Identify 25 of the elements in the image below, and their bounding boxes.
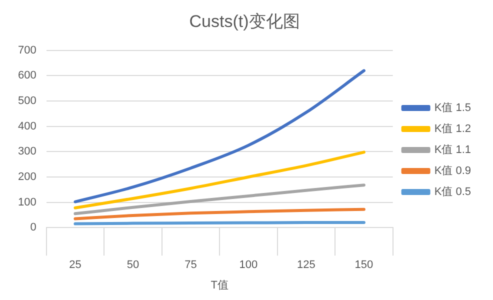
y-tick-label: 600	[18, 70, 36, 82]
legend-label: K值 1.5	[434, 102, 472, 114]
x-tick-label: 25	[69, 259, 82, 272]
y-tick-label: 700	[18, 44, 36, 56]
x-tick-label: 50	[126, 259, 140, 272]
legend-label: K值 0.5	[434, 186, 472, 198]
y-tick-label: 400	[18, 120, 36, 132]
y-tick-label: 200	[18, 171, 36, 184]
x-tick-label: 150	[354, 259, 374, 272]
legend-label: K值 1.1	[434, 144, 472, 156]
x-tick-label: 75	[184, 259, 197, 272]
x-tick-label: 125	[297, 259, 316, 272]
line-series	[74, 69, 366, 204]
legend-label: K值 0.9	[434, 165, 472, 178]
line-series	[74, 184, 366, 216]
chart-title: Custs(t)变化图	[189, 12, 300, 31]
x-axis-title: T值	[210, 279, 228, 292]
line-series	[74, 150, 366, 210]
y-tick-label: 500	[18, 95, 36, 108]
y-tick-label: 300	[18, 146, 36, 158]
line-series	[74, 208, 366, 220]
y-tick-label: 0	[30, 222, 36, 234]
y-tick-label: 100	[18, 196, 36, 208]
legend-label: K值 1.2	[434, 123, 472, 136]
x-tick-label: 100	[239, 259, 258, 272]
